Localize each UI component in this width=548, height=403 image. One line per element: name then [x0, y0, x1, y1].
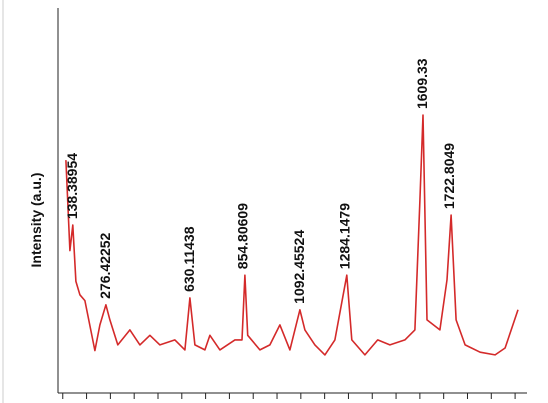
- peak-label: 1284.1479: [337, 203, 353, 269]
- peak-label: 138.38954: [64, 153, 80, 219]
- peak-label: 630.11438: [181, 226, 197, 292]
- peak-label: 1722.8049: [441, 143, 457, 209]
- y-axis-label: Intensity (a.u.): [28, 173, 44, 268]
- peak-label: 276.42252: [97, 232, 113, 298]
- peak-label: 1609.33: [414, 58, 430, 109]
- peak-label: 1092.45524: [291, 230, 307, 304]
- peak-label: 854.80609: [234, 203, 250, 269]
- spectrum-line: [65, 114, 519, 356]
